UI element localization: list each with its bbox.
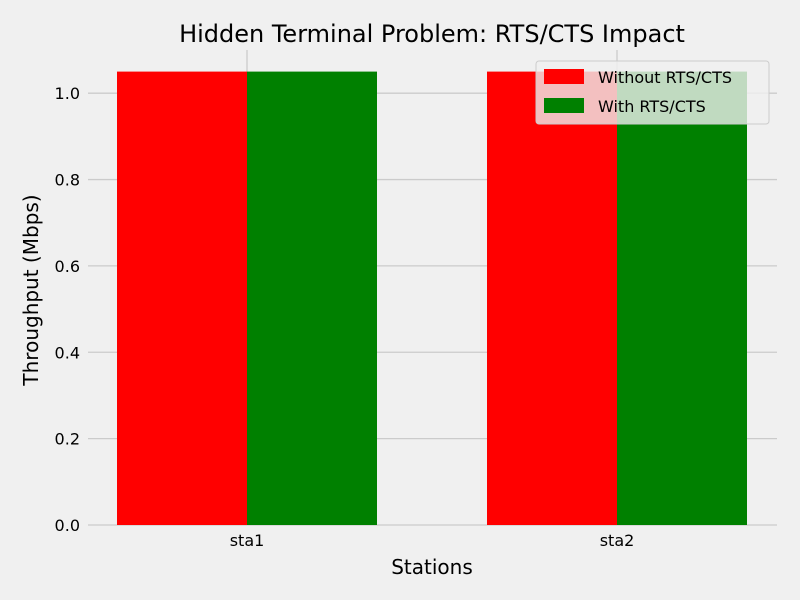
legend-swatch-without-rts-cts xyxy=(544,69,584,84)
legend-label-with-rts-cts: With RTS/CTS xyxy=(598,97,706,116)
y-tick-label: 0.2 xyxy=(55,430,80,449)
x-axis-ticks: sta1 sta2 xyxy=(230,531,635,550)
x-axis-label: Stations xyxy=(391,555,473,579)
y-axis-label: Throughput (Mbps) xyxy=(19,194,43,386)
bar-sta1-without-rts-cts xyxy=(117,71,247,525)
legend-box xyxy=(535,60,770,125)
x-tick-label: sta1 xyxy=(230,531,265,550)
legend: Without RTS/CTS With RTS/CTS xyxy=(535,60,770,125)
y-tick-label: 0.8 xyxy=(55,171,80,190)
bar-sta1-with-rts-cts xyxy=(247,71,377,525)
y-axis-ticks: 0.0 0.2 0.4 0.6 0.8 1.0 xyxy=(55,84,80,535)
y-tick-label: 0.0 xyxy=(55,516,80,535)
y-tick-label: 0.4 xyxy=(55,343,80,362)
legend-swatch-with-rts-cts xyxy=(544,98,584,113)
x-tick-label: sta2 xyxy=(600,531,635,550)
chart-title: Hidden Terminal Problem: RTS/CTS Impact xyxy=(179,20,685,48)
y-tick-label: 0.6 xyxy=(55,257,80,276)
bar-sta2-without-rts-cts xyxy=(487,71,617,525)
bars xyxy=(117,71,747,525)
legend-label-without-rts-cts: Without RTS/CTS xyxy=(598,68,732,87)
y-tick-label: 1.0 xyxy=(55,84,80,103)
bar-sta2-with-rts-cts xyxy=(617,71,747,525)
